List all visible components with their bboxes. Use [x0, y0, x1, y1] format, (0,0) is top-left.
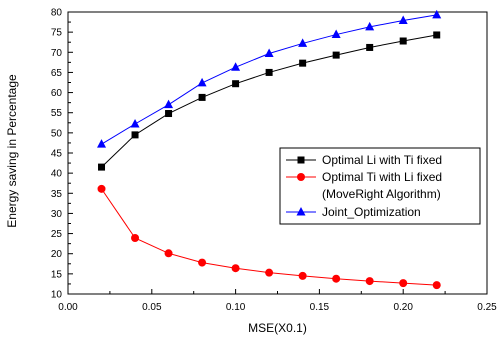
data-point: [298, 38, 308, 47]
y-tick-label: 30: [51, 209, 63, 220]
y-axis: 10 15 20 25 30 35 40 45 50 55 60 65 70 75 80: [51, 8, 73, 301]
legend-label: Optimal Ti with Li fixed: [322, 170, 442, 184]
data-point: [399, 37, 407, 45]
y-tick-label: 10: [51, 290, 63, 301]
data-point: [432, 281, 441, 290]
legend-entry: Optimal Ti with Li fixed (MoveRight Algor…: [286, 170, 442, 201]
y-tick-label: 80: [51, 8, 63, 19]
legend-marker: [296, 207, 306, 216]
y-tick-label: 45: [51, 149, 63, 160]
y-tick-label: 60: [51, 88, 63, 99]
data-point: [131, 234, 140, 243]
x-tick-label: 0.10: [226, 302, 246, 313]
data-point: [97, 184, 106, 193]
series-layer: [97, 9, 442, 290]
data-point: [164, 249, 173, 258]
data-point: [232, 80, 240, 88]
y-tick-label: 65: [51, 68, 63, 79]
data-point: [131, 131, 139, 139]
data-point: [198, 93, 206, 101]
data-point: [399, 279, 408, 288]
data-point: [366, 43, 374, 51]
series-2: [97, 184, 441, 290]
y-tick-label: 55: [51, 108, 63, 119]
data-point: [197, 77, 207, 87]
data-point: [198, 258, 207, 267]
data-point: [165, 110, 173, 118]
data-point: [433, 31, 441, 39]
legend: Optimal Li with Ti fixed Optimal Ti with …: [279, 147, 481, 225]
legend-entry: Optimal Li with Ti fixed: [286, 153, 442, 167]
series-1: [98, 31, 441, 171]
legend-marker: [297, 173, 305, 181]
data-point: [432, 9, 442, 19]
data-point: [332, 274, 341, 283]
data-point: [231, 264, 240, 273]
x-tick-label: 0.05: [142, 302, 162, 313]
legend-marker: [297, 156, 305, 164]
data-point: [164, 99, 174, 109]
y-tick-label: 15: [51, 269, 63, 280]
data-point: [98, 163, 106, 171]
x-axis: 0.00 0.05 0.10 0.15 0.20 0.25: [58, 289, 497, 313]
x-tick-label: 0.00: [58, 302, 78, 313]
data-point: [231, 62, 241, 71]
y-tick-label: 35: [51, 189, 63, 200]
data-point: [264, 48, 274, 57]
y-tick-label: 20: [51, 249, 63, 260]
data-point: [365, 277, 374, 286]
x-tick-label: 0.25: [477, 302, 497, 313]
legend-label: Joint_Optimization: [322, 205, 421, 219]
data-point: [365, 21, 375, 31]
legend-label-line2: (MoveRight Algorithm): [322, 187, 441, 201]
legend-box: [279, 147, 481, 225]
y-tick-label: 25: [51, 229, 63, 240]
data-point: [331, 29, 341, 39]
x-tick-label: 0.20: [393, 302, 413, 313]
y-tick-label: 50: [51, 128, 63, 139]
data-point: [299, 59, 307, 67]
legend-label: Optimal Li with Ti fixed: [322, 153, 442, 167]
x-axis-title: MSE(X0.1): [248, 321, 307, 335]
y-tick-label: 75: [51, 28, 63, 39]
data-point: [332, 51, 340, 59]
data-point: [130, 118, 140, 128]
data-point: [265, 268, 274, 277]
data-point: [97, 139, 107, 148]
y-tick-label: 70: [51, 48, 63, 59]
x-tick-label: 0.15: [310, 302, 330, 313]
legend-entry: Joint_Optimization: [286, 205, 421, 219]
data-point: [298, 271, 307, 280]
data-point: [265, 68, 273, 76]
data-point: [398, 15, 408, 24]
series-3: [97, 9, 442, 148]
y-tick-label: 40: [51, 169, 63, 180]
y-axis-title: Energy saving in Percentage: [5, 74, 19, 228]
